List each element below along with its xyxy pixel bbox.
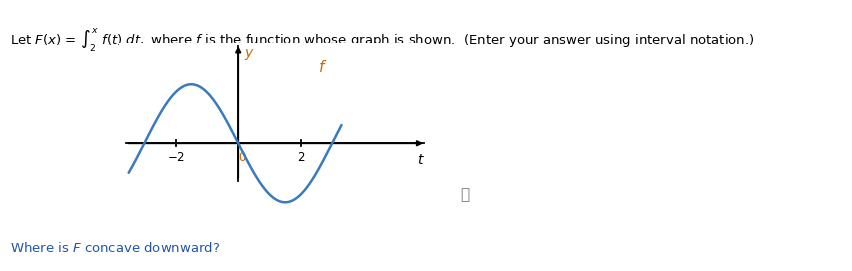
Text: $0$: $0$ [238,151,246,164]
Text: Where is $F$ concave downward?: Where is $F$ concave downward? [10,241,221,255]
Text: $t$: $t$ [417,153,425,167]
Text: $f$: $f$ [318,59,327,75]
Text: $y$: $y$ [244,47,255,62]
Text: $2$: $2$ [296,151,305,164]
Text: ⓘ: ⓘ [460,188,469,203]
Text: Let $F(x)$ = $\int_2^x$ $f(t)$ $dt,$ where $f$ is the function whose graph is sh: Let $F(x)$ = $\int_2^x$ $f(t)$ $dt,$ whe… [10,27,755,54]
Text: $-2$: $-2$ [166,151,185,164]
